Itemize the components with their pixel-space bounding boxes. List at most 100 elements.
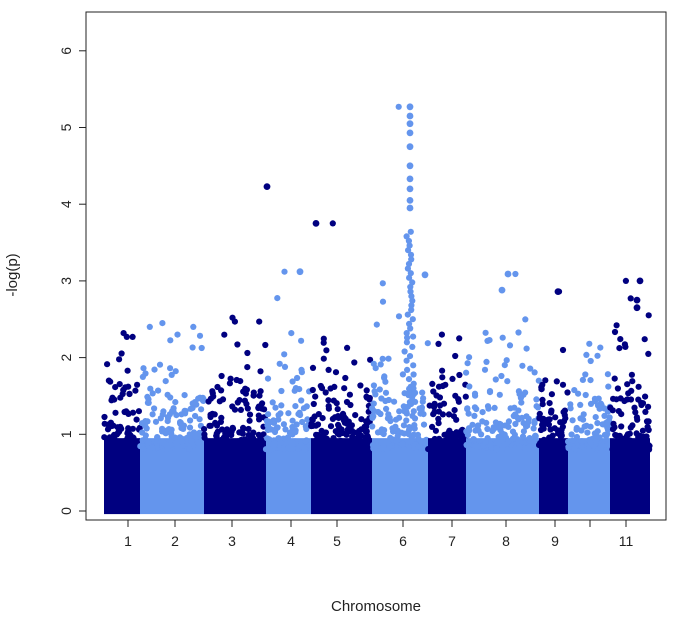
snp-point (329, 415, 336, 422)
snp-point (447, 436, 454, 443)
snp-point (429, 423, 436, 430)
snp-point (370, 413, 377, 420)
snp-point (325, 397, 332, 404)
snp-point (234, 399, 241, 406)
snp-point (636, 440, 643, 448)
notable-snp-point (406, 185, 414, 193)
snp-point (226, 380, 233, 387)
snp-point (318, 436, 326, 443)
snp-point (358, 416, 365, 423)
snp-point (227, 375, 234, 382)
snp-point (344, 344, 351, 351)
snp-point (539, 421, 546, 428)
snp-point (218, 387, 225, 394)
snp-point (342, 374, 349, 382)
snp-point (223, 428, 230, 436)
snp-point (318, 442, 325, 449)
snp-point (526, 443, 533, 450)
snp-point (498, 372, 505, 380)
snp-point (401, 430, 408, 437)
snp-point (627, 295, 634, 302)
snp-point (414, 431, 421, 438)
snp-point (403, 339, 410, 346)
snp-point (618, 423, 625, 430)
snp-point (396, 414, 403, 421)
snp-point (481, 366, 489, 373)
snp-point (218, 372, 225, 380)
snp-point (412, 398, 419, 405)
snp-point (526, 435, 533, 442)
snp-point (182, 410, 189, 417)
snp-point (515, 329, 522, 336)
notable-snp-point (406, 197, 414, 204)
snp-point (246, 411, 254, 418)
snp-point (617, 443, 624, 450)
snp-point (442, 381, 449, 388)
snp-point (410, 380, 417, 387)
snp-point (567, 401, 574, 408)
snp-point (122, 384, 129, 391)
snp-point (591, 398, 599, 405)
snp-point (532, 432, 539, 439)
snp-point (622, 343, 629, 350)
snp-point (482, 438, 489, 446)
snp-point (349, 433, 356, 440)
snp-point (244, 349, 251, 357)
snp-point (167, 441, 174, 448)
snp-point (628, 387, 635, 394)
snp-point (464, 360, 471, 367)
snp-point (530, 425, 537, 432)
snp-point (250, 429, 257, 436)
snp-point (503, 357, 510, 364)
snp-point (515, 407, 522, 414)
snp-point (320, 335, 327, 342)
snp-point (222, 435, 230, 442)
snp-point (379, 355, 386, 362)
snp-point (335, 413, 342, 420)
chromosome-5-points (308, 220, 374, 515)
snp-point (614, 385, 622, 392)
snp-point (174, 331, 181, 338)
snp-point (168, 371, 175, 378)
snp-point (542, 377, 549, 384)
snp-point (535, 377, 542, 384)
snp-point (568, 431, 575, 438)
notable-snp-point (406, 112, 414, 120)
snp-point (281, 351, 288, 358)
snp-point (301, 446, 308, 453)
chromosome-1-dense-band (104, 438, 140, 515)
snp-point (298, 337, 305, 344)
snp-point (634, 416, 641, 423)
snp-point (178, 438, 185, 445)
snp-point (207, 422, 214, 429)
snp-point (325, 405, 332, 412)
snp-point (493, 424, 500, 431)
snp-point (573, 433, 581, 441)
snp-point (369, 423, 376, 430)
snp-point (577, 401, 584, 408)
snp-point (601, 412, 608, 419)
snp-point (410, 371, 417, 378)
peak-snp-point (512, 270, 519, 278)
snp-point (626, 437, 634, 444)
snp-point (583, 351, 590, 358)
snp-point (577, 415, 584, 422)
snp-point (469, 421, 476, 428)
snp-point (278, 402, 285, 409)
snp-point (534, 404, 542, 411)
snp-point (516, 443, 523, 450)
x-tick-label: 6 (399, 533, 407, 549)
snp-point (559, 381, 567, 388)
snp-point (240, 425, 247, 432)
snp-point (465, 445, 473, 452)
snp-point (406, 353, 414, 360)
snp-point (259, 438, 266, 445)
snp-point (105, 377, 112, 384)
snp-point (609, 407, 616, 414)
snp-point (463, 369, 470, 376)
snp-point (406, 320, 413, 327)
x-axis: 1 2 3 4 5 6 7 8 9 11 (124, 520, 633, 549)
snp-point (264, 375, 272, 382)
snp-point (274, 424, 281, 431)
snp-point (217, 418, 224, 425)
